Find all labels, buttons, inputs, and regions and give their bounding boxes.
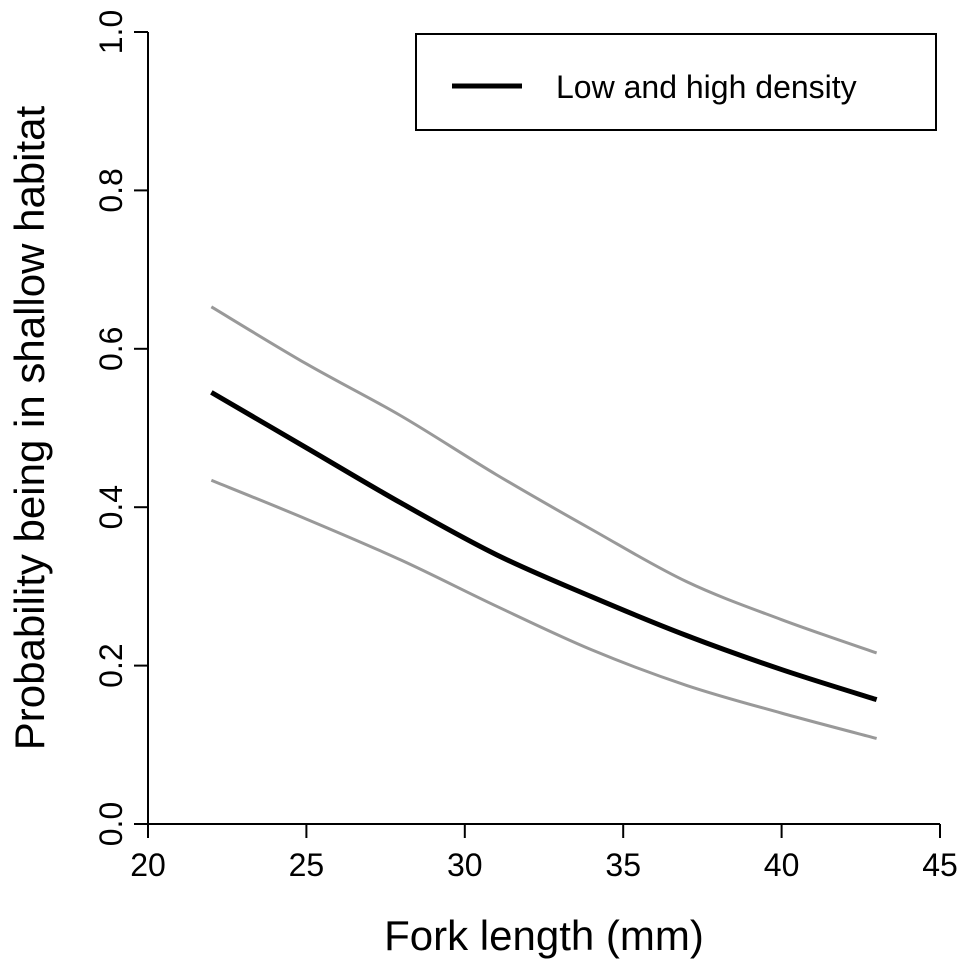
series-line-upper-ci xyxy=(210,305,878,655)
legend-label: Low and high density xyxy=(556,69,857,105)
y-tick-label: 0.0 xyxy=(93,802,129,846)
y-tick-label: 0.2 xyxy=(93,643,129,687)
x-tick-label: 30 xyxy=(447,847,483,883)
series-line-lower-ci xyxy=(210,478,878,740)
x-tick-label: 25 xyxy=(289,847,325,883)
y-tick-label: 0.6 xyxy=(93,327,129,371)
x-tick-label: 35 xyxy=(605,847,641,883)
y-axis-title: Probability being in shallow habitat xyxy=(6,105,53,750)
x-axis-title: Fork length (mm) xyxy=(384,912,704,959)
y-tick-label: 0.4 xyxy=(93,485,129,529)
legend-box xyxy=(415,33,937,131)
x-tick-label: 45 xyxy=(922,847,958,883)
y-tick-label: 1.0 xyxy=(93,10,129,54)
x-axis-ticks: 20 25 30 35 40 45 xyxy=(130,824,958,883)
series-line-fit xyxy=(210,390,878,703)
x-tick-label: 40 xyxy=(764,847,800,883)
y-tick-label: 0.8 xyxy=(93,168,129,212)
plot-area xyxy=(210,305,878,740)
x-tick-label: 20 xyxy=(130,847,166,883)
y-axis-ticks: 0.0 0.2 0.4 0.6 0.8 1.0 xyxy=(93,10,148,846)
legend: Low and high density xyxy=(415,33,937,131)
